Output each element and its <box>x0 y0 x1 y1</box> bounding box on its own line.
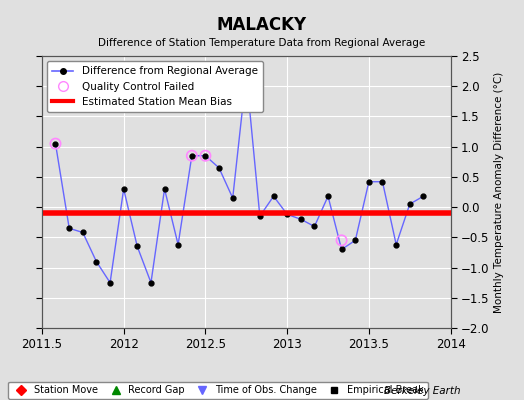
Point <box>188 152 196 159</box>
Text: Berkeley Earth: Berkeley Earth <box>385 386 461 396</box>
Legend: Station Move, Record Gap, Time of Obs. Change, Empirical Break: Station Move, Record Gap, Time of Obs. C… <box>8 382 428 399</box>
Y-axis label: Monthly Temperature Anomaly Difference (°C): Monthly Temperature Anomaly Difference (… <box>494 71 504 313</box>
Point <box>201 152 210 159</box>
Point <box>337 237 346 244</box>
Text: Difference of Station Temperature Data from Regional Average: Difference of Station Temperature Data f… <box>99 38 425 48</box>
Text: MALACKY: MALACKY <box>217 16 307 34</box>
Point <box>51 140 60 147</box>
